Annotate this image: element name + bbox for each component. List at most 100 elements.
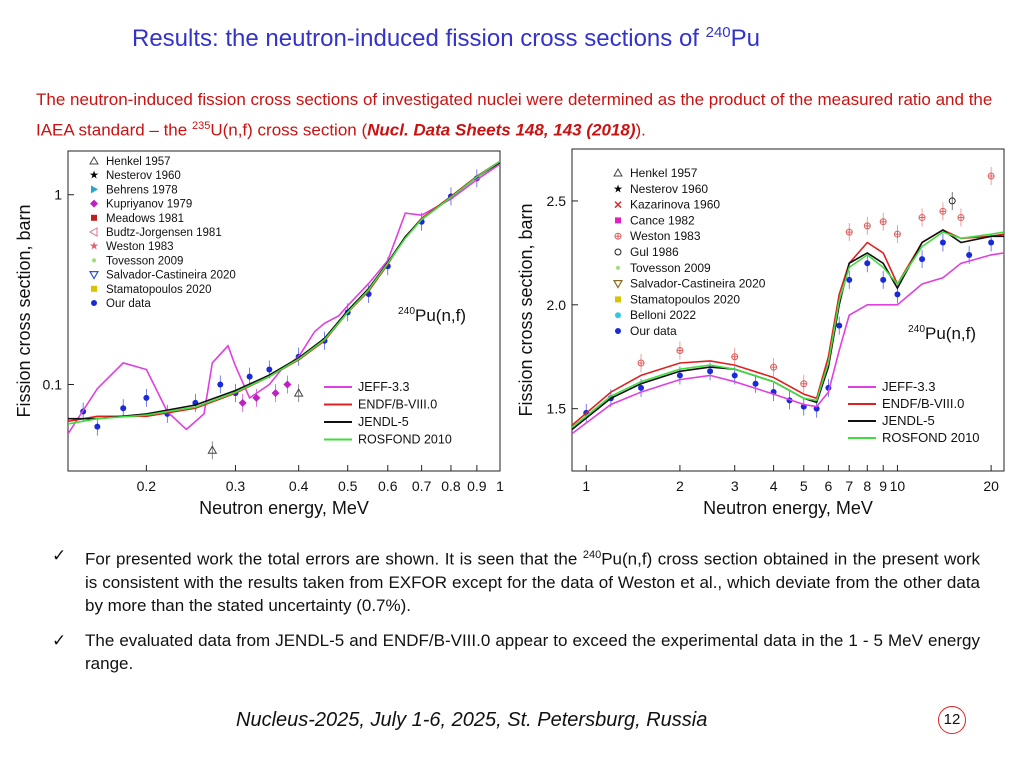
chart2-data-point [966,251,973,258]
chart2-legend-label-belloni-2022: Belloni 2022 [630,308,696,322]
chart1-legend-label-weston-1983: Weston 1983 [106,241,174,253]
chart1-reaction-sup: 240 [398,306,415,317]
chart2-data-point [731,372,738,379]
chart2-curve-rosfond-2010 [572,231,1004,429]
chart2-data-point-cross [638,359,645,366]
chart2-legend-marker-gul-1986 [614,248,622,256]
chart2-data-point [845,228,853,236]
chart2-data-point [987,172,995,180]
chart2-data-point [846,276,853,283]
chart2-x-tick-label: 9 [879,478,887,494]
chart2-reaction-name: Pu(n,f) [925,324,976,343]
chart1-x-tick-label: 0.9 [467,478,487,494]
chart2-data-point-cross [988,173,995,180]
chart1-legend-marker-budtz-jorgensen-1981 [88,227,98,237]
chart-left-low-energy: 0.2 0.3 0.4 0.5 0.6 0.7 0.8 0.9 1 0.1 1 Neutron ene… [14,150,504,518]
chart2-data-point [637,359,645,367]
chart1-legend-label-meadows-1981: Meadows 1981 [106,213,184,225]
chart2-data-point [919,256,926,263]
chart1-y-tick-label: 0.1 [43,376,63,392]
chart1-legend-marker-tovesson-2009 [91,258,97,263]
chart2-data-point [638,384,645,391]
chart2-legend-label-nesterov-1960: Nesterov 1960 [630,182,708,196]
title-superscript: 240 [705,24,731,41]
chart2-legend-label-weston-1983: Weston 1983 [630,229,701,243]
chart2-x-tick-label: 1 [582,478,590,494]
chart2-x-tick-label: 5 [800,478,808,494]
chart1-legend-marker-our-data [91,300,97,306]
chart2-plot-area [572,167,1004,435]
chart1-data-point [207,445,218,454]
intro-part2: U(n,f) cross section ( [210,120,368,140]
chart2-data-point [988,239,995,246]
page-number: 12 [938,706,966,734]
chart2-legend-label-henkel-1957: Henkel 1957 [630,166,698,180]
chart1-plot-area [68,160,500,460]
chart1-legend-label-nesterov-1960: Nesterov 1960 [106,170,181,182]
chart2-x-tick-label: 3 [731,478,739,494]
chart2-legend-label-stamatopoulos-2020: Stamatopoulos 2020 [630,292,740,306]
chart2-legend-label-gul-1986: Gul 1986 [630,245,679,259]
chart1-data-point [246,373,253,380]
bullet-list: ✓ For presented work the total errors are… [52,544,980,687]
chart1-legend-marker-salvador-castineira-2020 [88,271,100,280]
intro-part1: The neutron-induced fission cross sectio… [36,90,993,140]
chart2-legend-marker-kazarinova-1960 [614,201,622,209]
chart2-line-legend-label-jendl-5: JENDL-5 [882,413,935,428]
chart1-data-point [238,398,247,407]
chart2-legend-label-our-data: Our data [630,324,677,338]
chart2-legend-marker-stamatopoulos-2020 [615,296,621,303]
chart2-legend-marker-cance-1982 [615,217,621,224]
chart2-line-legend-label-jeff-3-3: JEFF-3.3 [882,379,935,394]
chart2-data-point [957,214,965,222]
chart1-legend-label-salvador-castineira-2020: Salvador-Castineira 2020 [106,270,236,282]
chart1-data-point [143,394,150,401]
chart1-reaction-label: 240Pu(n,f) [398,306,466,325]
chart2-data-point-cross [894,231,901,238]
chart2-curve-jeff-3-3 [572,252,1004,435]
chart2-data-point [800,380,808,388]
chart1-reaction-name: Pu(n,f) [415,306,466,325]
chart2-x-tick-label: 8 [863,478,871,494]
chart1-x-axis-label: Neutron energy, MeV [199,498,369,518]
chart2-data-point-cross [880,218,887,225]
chart1-data-point [271,389,280,398]
chart1-curve-rosfond-2010 [68,160,500,425]
chart1-legend-marker-kupriyanov-1979 [90,199,98,208]
chart1-data-point [94,423,101,430]
chart2-x-tick-label: 10 [890,478,906,494]
chart1-legend-marker-weston-1983: ★ [89,241,99,253]
chart1-x-tick-label: 0.5 [338,478,358,494]
chart2-series-weston-1983 [637,167,995,393]
chart2-line-legend-label-rosfond-2010: ROSFOND 2010 [882,430,980,445]
chart2-y-tick-label: 1.5 [547,401,567,417]
chart2-data-point [676,372,683,379]
chart1-line-legend-label-rosfond-2010: ROSFOND 2010 [358,433,452,447]
chart2-data-point-cross [939,208,946,215]
chart2-data-point-cross [800,380,807,387]
chart2-marker-legend: Henkel 1957 ★ Nesterov 1960 Kazarinova 1960… [612,166,766,338]
chart2-data-point [863,222,871,230]
chart2-data-point-cross [731,353,738,360]
chart2-data-point [939,207,947,215]
chart1-plot-frame [67,150,501,472]
title-tail: Pu [730,25,761,52]
chart1-legend-label-stamatopoulos-2020: Stamatopoulos 2020 [106,284,212,296]
chart2-legend-marker-henkel-1957 [613,167,623,177]
chart2-data-point [894,291,901,298]
chart2-reaction-label: 240Pu(n,f) [908,324,976,343]
bullet-item-2: ✓ The evaluated data from JENDL-5 and END… [52,629,980,675]
chart2-x-tick-label: 7 [845,478,853,494]
chart1-x-tick-label: 1 [496,478,504,494]
chart2-data-point [731,353,739,361]
chart1-legend-marker-stamatopoulos-2020 [91,285,97,292]
chart2-data-point [864,260,871,267]
checkmark-icon: ✓ [52,630,67,650]
chart2-legend-label-kazarinova-1960: Kazarinova 1960 [630,198,720,212]
chart2-x-tick-label: 4 [770,478,778,494]
slide-title: Results: the neutron-induced fission cro… [132,24,760,53]
chart2-y-tick-label: 2.0 [547,297,567,313]
bullet-2-text: The evaluated data from JENDL-5 and ENDF… [85,630,980,673]
chart2-data-point [836,322,843,329]
chart1-legend-label-our-data: Our data [106,298,151,310]
